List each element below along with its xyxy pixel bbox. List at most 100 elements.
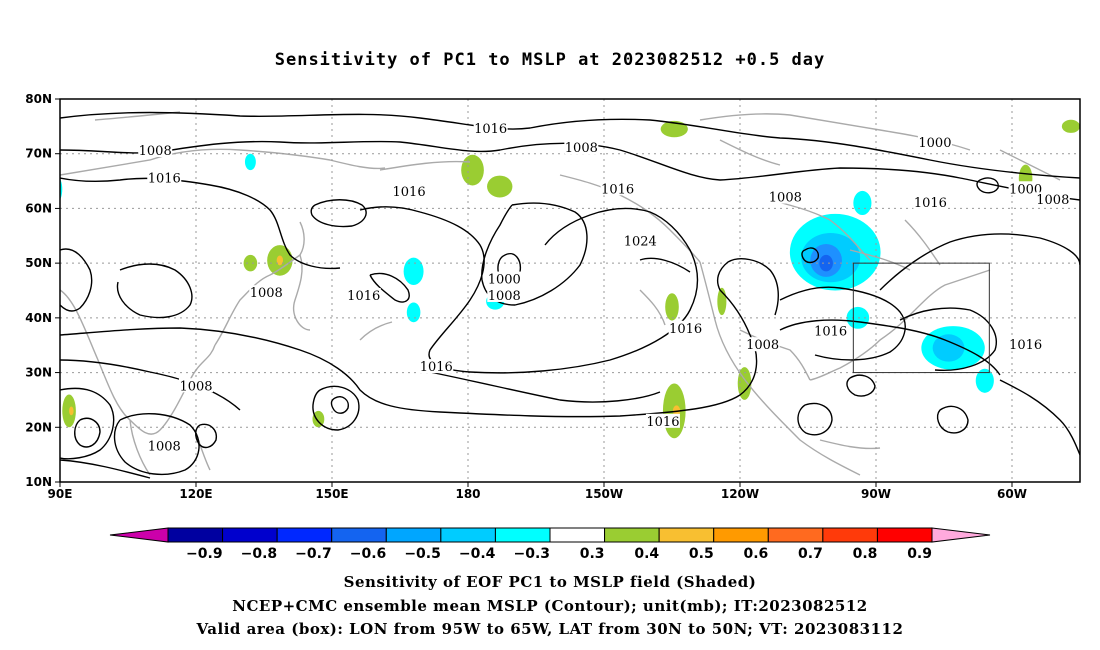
colorbar-level-label: −0.4: [459, 546, 496, 562]
contour-label: 1008: [565, 141, 598, 156]
valid-area-box: [852, 262, 990, 374]
colorbar-swatch: [876, 527, 933, 543]
contour-label-bg: [392, 184, 427, 199]
colorbar-swatch: [494, 527, 551, 543]
lon-tick-label: 90E: [48, 487, 73, 501]
shaded-patch-25: [853, 190, 872, 215]
contour-label-bg: [419, 359, 454, 374]
contour-label-bg: [487, 271, 522, 286]
shaded-patch-17: [244, 153, 256, 171]
shaded-patch-29: [846, 306, 870, 329]
lon-tick-label: 90W: [861, 487, 891, 501]
contour-label-bg: [179, 378, 213, 393]
contour-label-bg: [473, 121, 508, 136]
coastlines: [60, 111, 1061, 476]
lat-tick-label: 50N: [25, 256, 52, 270]
lat-tick-label: 40N: [25, 311, 52, 325]
shaded-patch-14: [69, 406, 74, 416]
contour-label: 1008: [179, 379, 212, 394]
colorbar-level-label: 0.3: [580, 546, 605, 562]
contour-label-bg: [645, 413, 680, 428]
colorbar-level-label: 0.4: [634, 546, 659, 562]
colorbar-level-label: 0.6: [743, 546, 768, 562]
contour-label: 1016: [669, 322, 702, 337]
caption-valid-area: Valid area (box): LON from 95W to 65W, L…: [196, 620, 904, 638]
contour-label: 1016: [601, 182, 634, 197]
shaded-patch-2: [276, 255, 284, 266]
colorbar-swatch: [385, 527, 442, 543]
contour-label: 1024: [624, 234, 657, 249]
lat-tick-label: 10N: [25, 475, 52, 489]
shaded-patch-1: [243, 254, 258, 272]
colorbar-swatch: [822, 527, 878, 543]
shaded-patch-18: [403, 257, 424, 286]
lat-tick-label: 60N: [25, 201, 52, 215]
contour-label: 1016: [474, 122, 507, 137]
contour-label: 1016: [420, 360, 453, 375]
lat-tick-label: 30N: [25, 366, 52, 380]
contour-label: 1000: [488, 273, 521, 288]
lat-tick-label: 80N: [25, 92, 52, 106]
colorbar-level-label: −0.3: [513, 546, 550, 562]
contour-label: 1008: [769, 190, 802, 205]
contour-label: 1016: [914, 196, 947, 211]
colorbar-level-label: −0.9: [186, 546, 223, 562]
lat-tick-label: 70N: [25, 147, 52, 161]
lon-tick-label: 150W: [585, 487, 623, 501]
shaded-patch-16: [60, 178, 63, 200]
colorbar-level-label: 0.8: [853, 546, 878, 562]
shaded-patch-24: [819, 254, 833, 272]
contour-label-bg: [1035, 192, 1070, 207]
lon-tick-label: 60W: [997, 487, 1027, 501]
contour-label: 1008: [148, 439, 181, 454]
contour-label: 1016: [347, 289, 380, 304]
contour-label: 1016: [1009, 338, 1042, 353]
colorbar-level-label: −0.7: [295, 546, 332, 562]
contour-label-bg: [487, 287, 522, 302]
lon-tick-label: 120E: [179, 487, 212, 501]
colorbar-swatch: [222, 527, 278, 543]
colorbar: −0.9 −0.8 −0.7 −0.6 −0.5 −0.4 −0.3 0.3 0.4 0.5 0.6…: [109, 527, 991, 562]
contour-label: 1016: [148, 171, 181, 186]
colorbar-level-label: −0.6: [350, 546, 387, 562]
lat-tick-label: 20N: [25, 420, 52, 434]
contour-label-bg: [917, 134, 952, 149]
contour-label: 1016: [814, 325, 847, 340]
lat-lon-grid: [60, 99, 1080, 482]
colorbar-swatch: [604, 527, 660, 543]
shaded-patch-5: [660, 120, 688, 138]
contour-label: 1000: [1009, 182, 1042, 197]
contour-label: 1008: [488, 289, 521, 304]
shaded-patch-13: [62, 394, 76, 428]
lon-tick-label: 120W: [721, 487, 759, 501]
colorbar-swatch: [331, 527, 387, 543]
map-title: Sensitivity of PC1 to MSLP at 2023082512…: [274, 50, 826, 70]
contour-label-bg: [147, 438, 182, 453]
contour-label-bg: [346, 287, 381, 302]
colorbar-level-label: 0.5: [689, 546, 714, 562]
caption-contour: NCEP+CMC ensemble mean MSLP (Contour); u…: [232, 597, 868, 615]
contour-label-bg: [913, 194, 948, 209]
colorbar-swatch: [658, 527, 715, 543]
contour-label-bg: [813, 323, 848, 338]
contour-label-bg: [668, 320, 703, 335]
shaded-patch-27: [932, 334, 965, 362]
lon-tick-label: 180: [455, 487, 480, 501]
mslp-contours: [60, 111, 1080, 479]
colorbar-swatch: [440, 527, 496, 543]
contour-label: 1008: [139, 144, 172, 159]
caption-shaded: Sensitivity of EOF PC1 to MSLP field (Sh…: [343, 573, 757, 591]
contour-label: 1008: [250, 286, 283, 301]
contour-label-bg: [745, 337, 780, 352]
shaded-patch-4: [487, 175, 513, 198]
contour-label-bg: [623, 233, 658, 248]
colorbar-swatch: [713, 527, 769, 543]
shaded-patch-3: [461, 154, 484, 186]
contour-label-bg: [564, 140, 599, 155]
contour-label-bg: [249, 285, 284, 300]
contour-label: 1000: [918, 136, 951, 151]
shaded-patch-8: [665, 293, 679, 321]
colorbar-swatch: [767, 527, 824, 543]
contour-label-bg: [768, 189, 803, 204]
